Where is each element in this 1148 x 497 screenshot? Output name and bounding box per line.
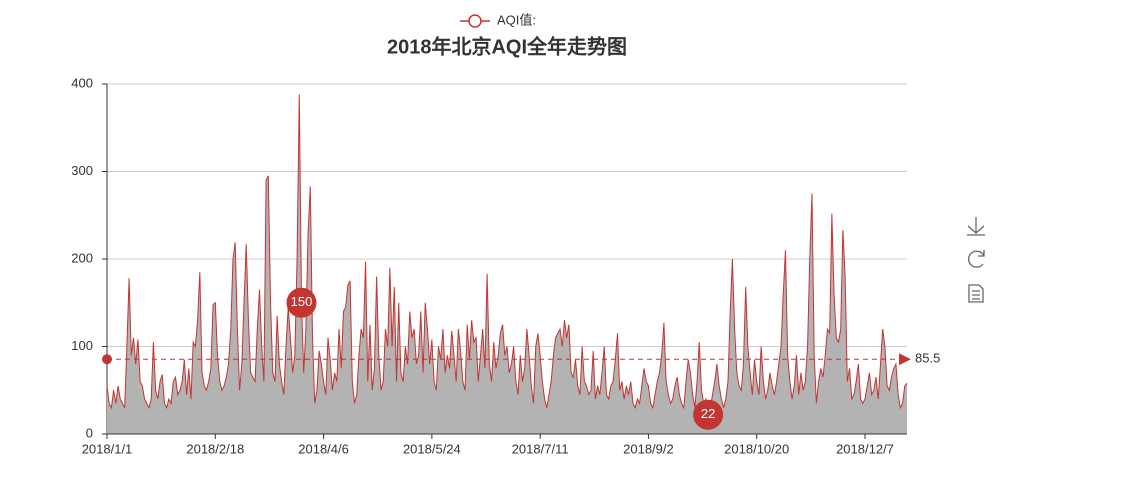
- min-marker-label: 22: [701, 406, 715, 421]
- x-tick-label: 2018/2/18: [186, 441, 244, 456]
- legend-label: AQI值:: [497, 12, 536, 27]
- y-tick-label: 200: [71, 250, 93, 265]
- x-tick-label: 2018/1/1: [82, 441, 133, 456]
- legend-symbol: [468, 14, 482, 28]
- chart-title: 2018年北京AQI全年走势图: [387, 34, 627, 58]
- y-tick-label: 0: [86, 425, 93, 440]
- save-icon[interactable]: [967, 217, 985, 236]
- restore-icon[interactable]: [968, 250, 985, 268]
- x-tick-label: 2018/7/11: [512, 441, 569, 456]
- legend[interactable]: AQI值:: [460, 12, 536, 28]
- min-marker: [693, 399, 724, 430]
- x-tick-label: 2018/10/20: [724, 441, 789, 456]
- average-arrow: [899, 353, 911, 366]
- x-tick-label: 2018/12/7: [836, 441, 894, 456]
- max-marker: [286, 287, 317, 318]
- y-tick-label: 100: [71, 338, 93, 353]
- average-label: 85.5: [915, 351, 940, 366]
- x-tick-label: 2018/5/24: [403, 441, 461, 456]
- x-tick-label: 2018/9/2: [623, 441, 674, 456]
- line: [106, 94, 908, 415]
- toolbox: [967, 217, 985, 303]
- y-tick-label: 300: [71, 163, 93, 178]
- area: [107, 94, 907, 434]
- x-tick-label: 2018/4/6: [298, 441, 349, 456]
- y-tick-label: 400: [71, 75, 93, 90]
- max-marker-label: 150: [291, 294, 313, 309]
- average-start: [102, 354, 112, 365]
- data-view-icon[interactable]: [968, 284, 984, 303]
